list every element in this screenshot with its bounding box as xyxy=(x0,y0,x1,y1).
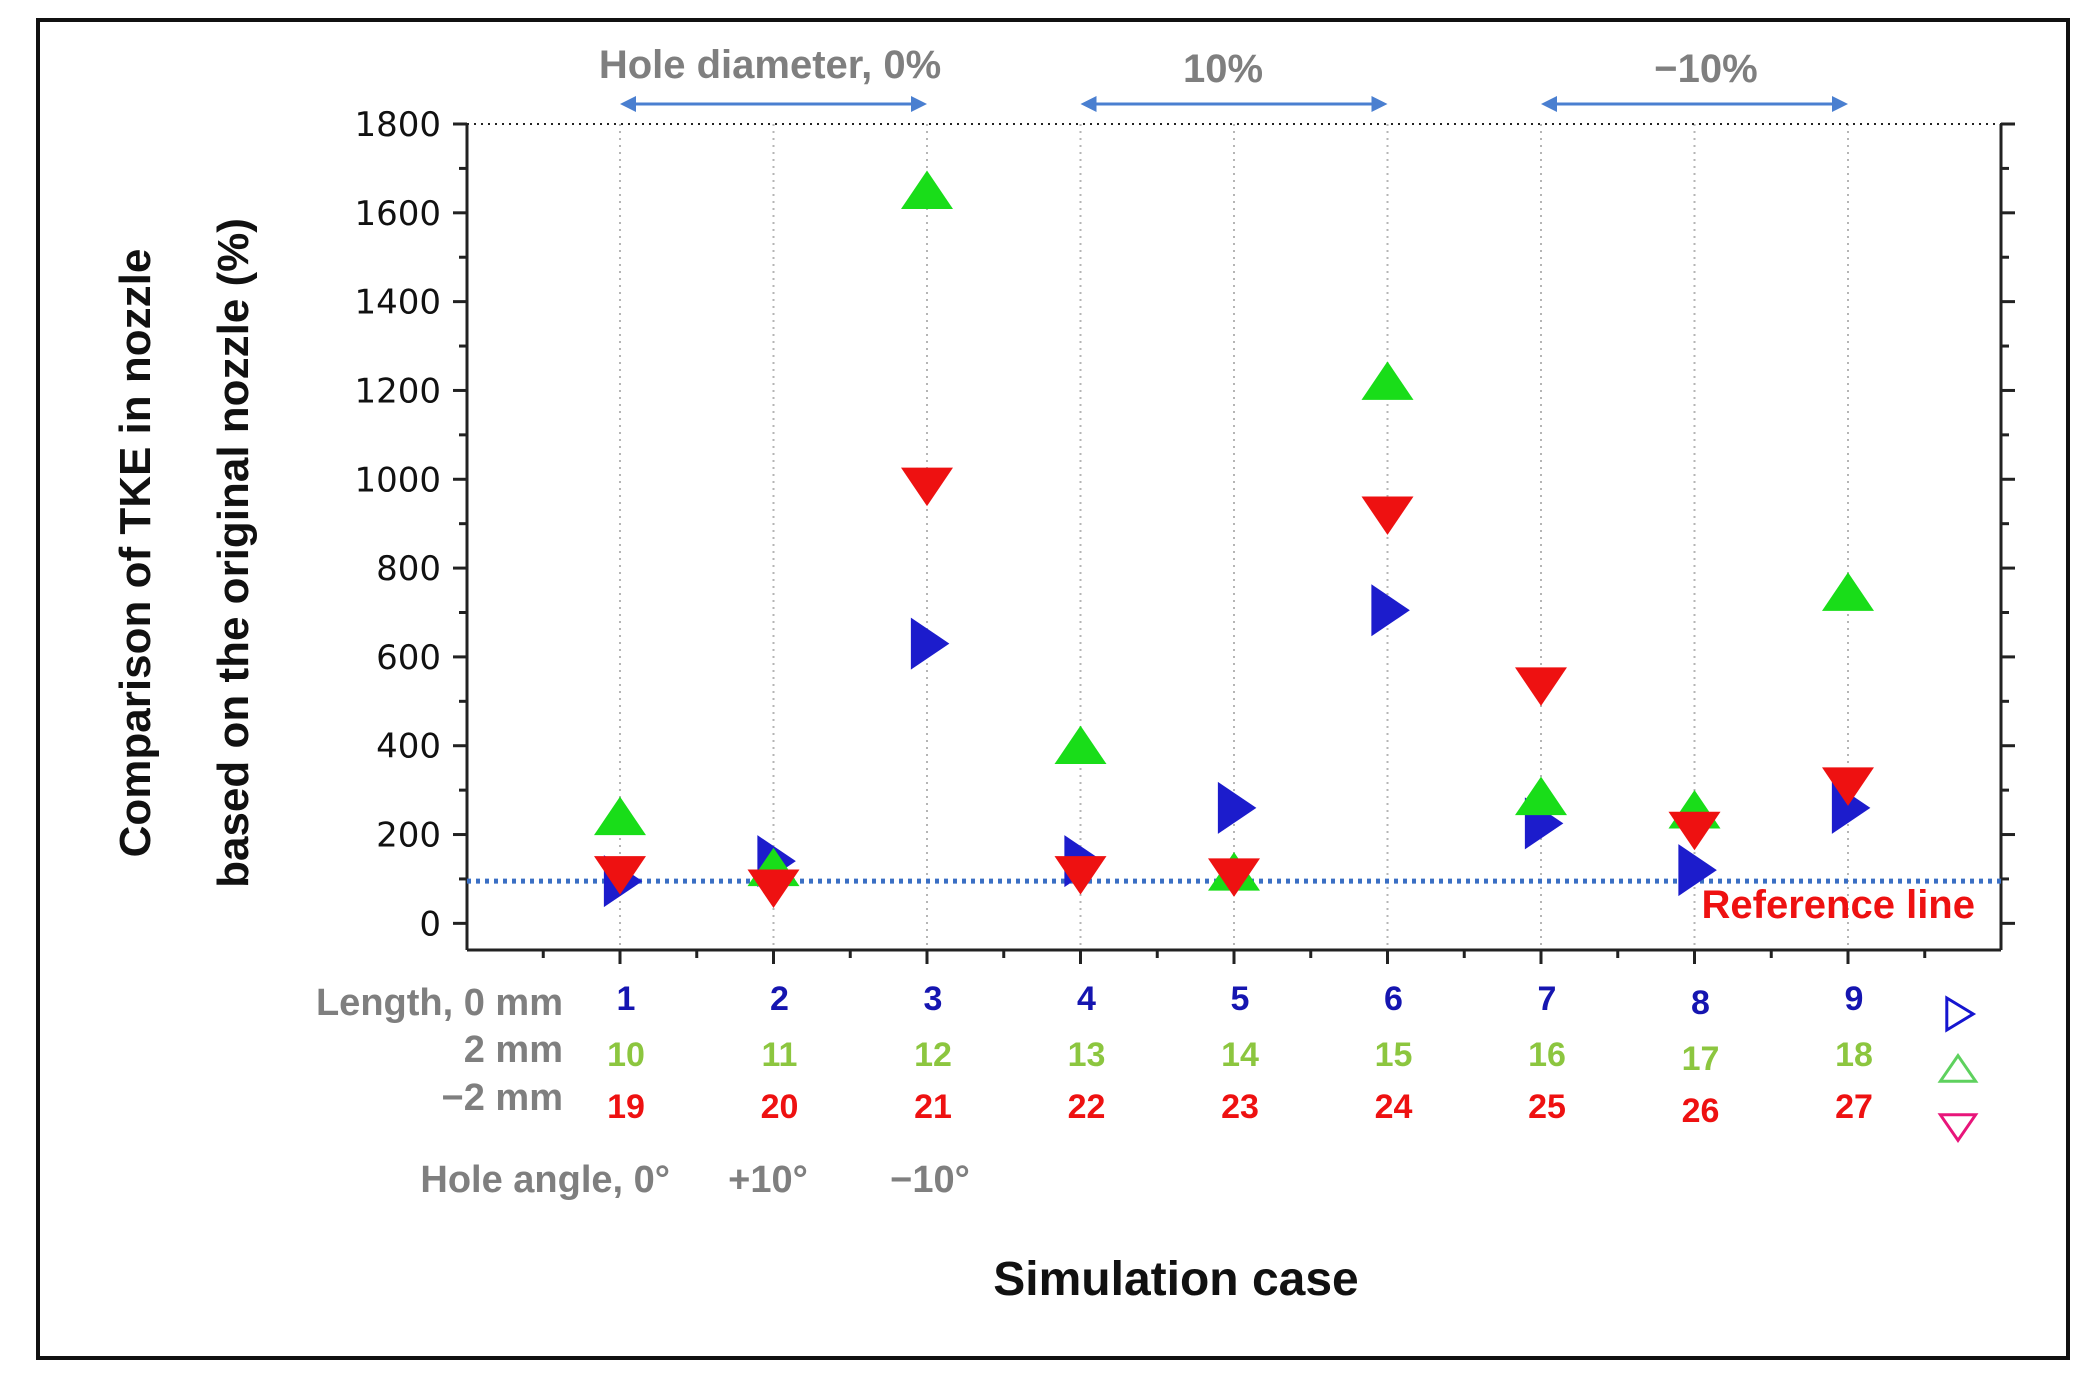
case-number-25: 25 xyxy=(1528,1088,1566,1126)
axes xyxy=(453,122,2015,964)
y-tick-label-800: 800 xyxy=(376,549,441,589)
case-number-17: 17 xyxy=(1682,1040,1720,1078)
case-number-12: 12 xyxy=(914,1036,952,1074)
case-number-19: 19 xyxy=(607,1088,645,1126)
case-number-8: 8 xyxy=(1691,984,1710,1022)
y-axis-label-line2: based on the original nozzle (%) xyxy=(209,218,258,888)
case-number-24: 24 xyxy=(1375,1088,1413,1126)
case-number-14: 14 xyxy=(1221,1036,1259,1074)
y-tick-label-600: 600 xyxy=(376,638,441,678)
x-axis-label: Simulation case xyxy=(993,1253,1358,1306)
point-down-triangle-case-1 xyxy=(594,856,646,895)
case-number-4: 4 xyxy=(1077,980,1096,1018)
hole-angle-label: Hole angle, 0° xyxy=(420,1159,670,1201)
y-tick-label-1400: 1400 xyxy=(354,283,441,323)
hole-angle-plus10: +10° xyxy=(728,1159,808,1201)
row-label-minus2mm: −2 mm xyxy=(442,1077,563,1119)
y-tick-label-0: 0 xyxy=(419,904,441,944)
y-tick-labels: 0 200 400 600 800 1000 1200 1400 1600 1800 xyxy=(354,105,441,944)
point-up-triangle-case-1 xyxy=(594,796,646,836)
y-tick-label-1200: 1200 xyxy=(354,371,441,411)
y-tick-label-1800: 1800 xyxy=(354,105,441,145)
point-down-triangle-case-8 xyxy=(1668,811,1721,851)
y-tick-label-200: 200 xyxy=(376,816,441,856)
case-number-18: 18 xyxy=(1835,1036,1873,1074)
group-arrow-head-right-2 xyxy=(1832,96,1848,112)
case-number-9: 9 xyxy=(1845,980,1864,1018)
case-number-2: 2 xyxy=(770,980,789,1018)
point-down-triangle-case-6 xyxy=(1361,496,1414,535)
y-tick-label-1600: 1600 xyxy=(354,194,441,234)
group-label-hole-diameter-0: Hole diameter, 0% xyxy=(599,43,941,87)
case-number-10: 10 xyxy=(607,1036,645,1074)
case-number-20: 20 xyxy=(761,1088,799,1126)
group-label-minus10pct: −10% xyxy=(1654,47,1757,91)
legend-outline-down-triangle-icon xyxy=(1937,1113,1979,1144)
case-number-13: 13 xyxy=(1068,1036,1106,1074)
point-down-triangle-case-3 xyxy=(901,467,953,507)
case-number-3: 3 xyxy=(924,980,943,1018)
point-up-triangle-case-4 xyxy=(1054,725,1107,765)
group-arrow-head-right-1 xyxy=(1371,96,1388,112)
case-number-15: 15 xyxy=(1375,1036,1413,1074)
case-number-23: 23 xyxy=(1221,1088,1259,1126)
reference-line-label: Reference line xyxy=(1702,883,1975,927)
group-label-10pct: 10% xyxy=(1183,47,1263,91)
chart-frame xyxy=(36,18,2070,1360)
legend-outline-up-triangle-icon xyxy=(1937,1052,1979,1083)
group-arrow-head-left-1 xyxy=(1080,96,1097,112)
vertical-gridlines xyxy=(619,124,1849,950)
case-number-7: 7 xyxy=(1538,980,1557,1018)
point-right-triangle-case-3 xyxy=(910,617,950,670)
case-number-5: 5 xyxy=(1231,980,1250,1018)
hole-angle-minus10: −10° xyxy=(890,1159,970,1201)
point-up-triangle-case-9 xyxy=(1822,572,1874,611)
row-label-2mm: 2 mm xyxy=(464,1029,563,1071)
point-up-triangle-case-7 xyxy=(1515,776,1567,816)
point-right-triangle-case-6 xyxy=(1371,584,1410,637)
case-number-26: 26 xyxy=(1682,1092,1720,1130)
group-arrow-head-left-0 xyxy=(620,96,636,112)
y-axis-label-line1: Comparison of TKE in nozzle xyxy=(111,249,160,858)
legend-symbols xyxy=(1937,995,1979,1144)
case-number-11: 11 xyxy=(762,1036,798,1074)
case-number-6: 6 xyxy=(1384,980,1403,1018)
y-tick-label-1000: 1000 xyxy=(354,460,441,500)
point-down-triangle-case-2 xyxy=(747,869,800,908)
case-number-16: 16 xyxy=(1528,1036,1566,1074)
point-down-triangle-case-7 xyxy=(1515,667,1567,706)
point-down-triangle-case-5 xyxy=(1208,858,1260,897)
data-points xyxy=(594,170,1874,908)
case-number-22: 22 xyxy=(1068,1088,1106,1126)
point-right-triangle-case-5 xyxy=(1217,781,1257,834)
case-number-21: 21 xyxy=(914,1088,952,1126)
group-arrows xyxy=(620,96,1848,112)
y-tick-label-400: 400 xyxy=(376,727,441,767)
point-down-triangle-case-9 xyxy=(1822,767,1874,806)
case-number-27: 27 xyxy=(1835,1088,1873,1126)
point-up-triangle-case-6 xyxy=(1361,361,1414,400)
case-number-1: 1 xyxy=(617,980,636,1018)
group-arrow-head-left-2 xyxy=(1541,96,1557,112)
row-label-length-0mm: Length, 0 mm xyxy=(316,982,563,1024)
point-right-triangle-case-8 xyxy=(1678,844,1717,897)
legend-outline-right-triangle-icon xyxy=(1945,995,1977,1033)
group-arrow-head-right-0 xyxy=(911,96,927,112)
point-down-triangle-case-4 xyxy=(1054,856,1107,895)
point-up-triangle-case-3 xyxy=(901,170,953,209)
